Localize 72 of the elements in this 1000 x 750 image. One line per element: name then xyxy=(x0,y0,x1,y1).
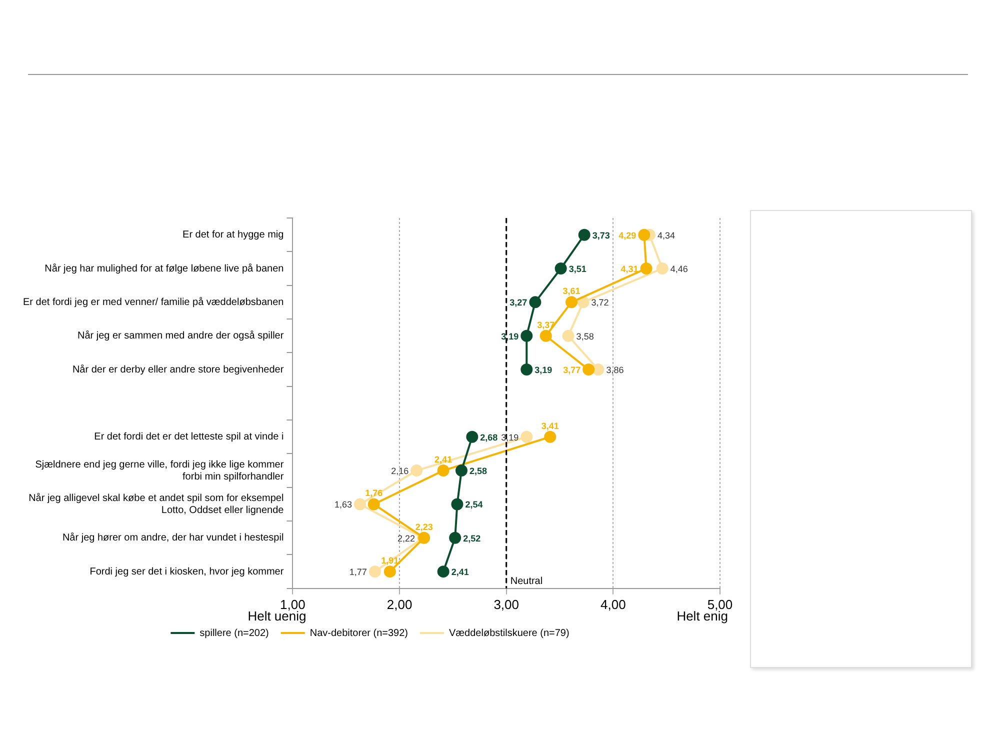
data-label: 2,58 xyxy=(469,466,488,476)
point xyxy=(437,464,450,477)
data-label: 2,41 xyxy=(451,567,469,578)
point xyxy=(354,498,366,510)
point xyxy=(410,464,423,477)
x-tick-label: 3,00 xyxy=(494,596,520,612)
point xyxy=(368,566,381,578)
data-label: 1,77 xyxy=(349,567,367,578)
data-label: 3,77 xyxy=(563,365,581,376)
data-label: 3,86 xyxy=(606,365,624,376)
data-label: 3,27 xyxy=(510,298,528,308)
data-label: 4,31 xyxy=(620,264,638,274)
y-tick-label: Er det for at hygge mig xyxy=(182,230,284,241)
point xyxy=(455,464,468,477)
point xyxy=(638,228,650,241)
data-label: 3,41 xyxy=(541,420,559,431)
data-label: 3,51 xyxy=(568,264,586,274)
point xyxy=(582,364,595,376)
data-label: 2,22 xyxy=(397,533,416,544)
point xyxy=(562,330,574,342)
y-tick-label: Når jeg hører om andre, der har vundet i hestespil xyxy=(62,532,284,544)
point xyxy=(384,566,396,578)
point xyxy=(592,364,604,376)
data-label: 1,63 xyxy=(334,500,352,510)
data-label: 2,16 xyxy=(391,466,409,476)
point xyxy=(566,296,578,308)
point xyxy=(437,566,450,578)
data-label: 2,52 xyxy=(463,533,481,544)
point xyxy=(449,532,462,544)
data-label: 3,19 xyxy=(501,331,519,342)
y-tick-label: Når jeg har mulighed for at følge løbene live på banen xyxy=(44,262,284,274)
data-label: 4,29 xyxy=(618,230,636,240)
point xyxy=(451,498,464,510)
point xyxy=(520,364,533,376)
data-label: 1,91 xyxy=(381,556,399,566)
data-label: 3,19 xyxy=(534,365,552,376)
point xyxy=(529,296,542,308)
ref-line-label: Neutral xyxy=(510,576,543,588)
point xyxy=(466,430,478,443)
y-tick-label: Når der er derby eller andre store begivenheder xyxy=(72,363,284,376)
data-label: 4,46 xyxy=(670,264,688,274)
data-label: 2,68 xyxy=(480,432,498,442)
data-label: 3,72 xyxy=(591,298,609,308)
point xyxy=(520,330,533,342)
point xyxy=(554,262,567,275)
legend-label: spillere (n=202) xyxy=(200,628,269,639)
point xyxy=(540,330,552,342)
data-label: 4,34 xyxy=(657,230,676,240)
data-label: 3,73 xyxy=(592,230,610,240)
y-tick-label: Fordi jeg ser det i kiosken, hvor jeg kommer xyxy=(90,566,284,578)
y-tick-label: Er det fordi det er det letteste spil at vinde i xyxy=(94,432,284,443)
data-label: 3,61 xyxy=(562,286,580,296)
point xyxy=(520,430,533,443)
data-label: 2,41 xyxy=(434,454,452,465)
data-label: 3,19 xyxy=(501,432,519,442)
point xyxy=(544,430,556,443)
legend-label: Nav-debitorer (n=392) xyxy=(310,628,408,639)
data-label: 1,76 xyxy=(365,488,383,498)
data-label: 3,58 xyxy=(576,331,594,342)
y-tick-label: Når jeg alligevel skal købe et andet spil som for eksempel Lotto, Oddset eller lignende xyxy=(28,492,284,516)
data-label: 2,23 xyxy=(415,522,433,532)
point xyxy=(578,228,590,241)
point xyxy=(656,262,668,275)
data-label: 2,54 xyxy=(465,500,483,510)
y-tick-label: Sjældnere end jeg gerne ville, fordi jeg ikke lige kommer forbi min spilforhandler xyxy=(35,459,284,482)
point xyxy=(640,262,652,275)
x-tick-label: 4,00 xyxy=(600,596,626,612)
y-tick-label: Er det fordi jeg er med venner/ familie på væddeløbsbanen xyxy=(22,296,284,308)
y-tick-label: Når jeg er sammen med andre der også spiller xyxy=(77,330,284,342)
legend-label: Væddeløbstilskuere (n=79) xyxy=(448,628,570,639)
x-tick-label: 2,00 xyxy=(386,596,412,612)
point xyxy=(368,498,380,510)
